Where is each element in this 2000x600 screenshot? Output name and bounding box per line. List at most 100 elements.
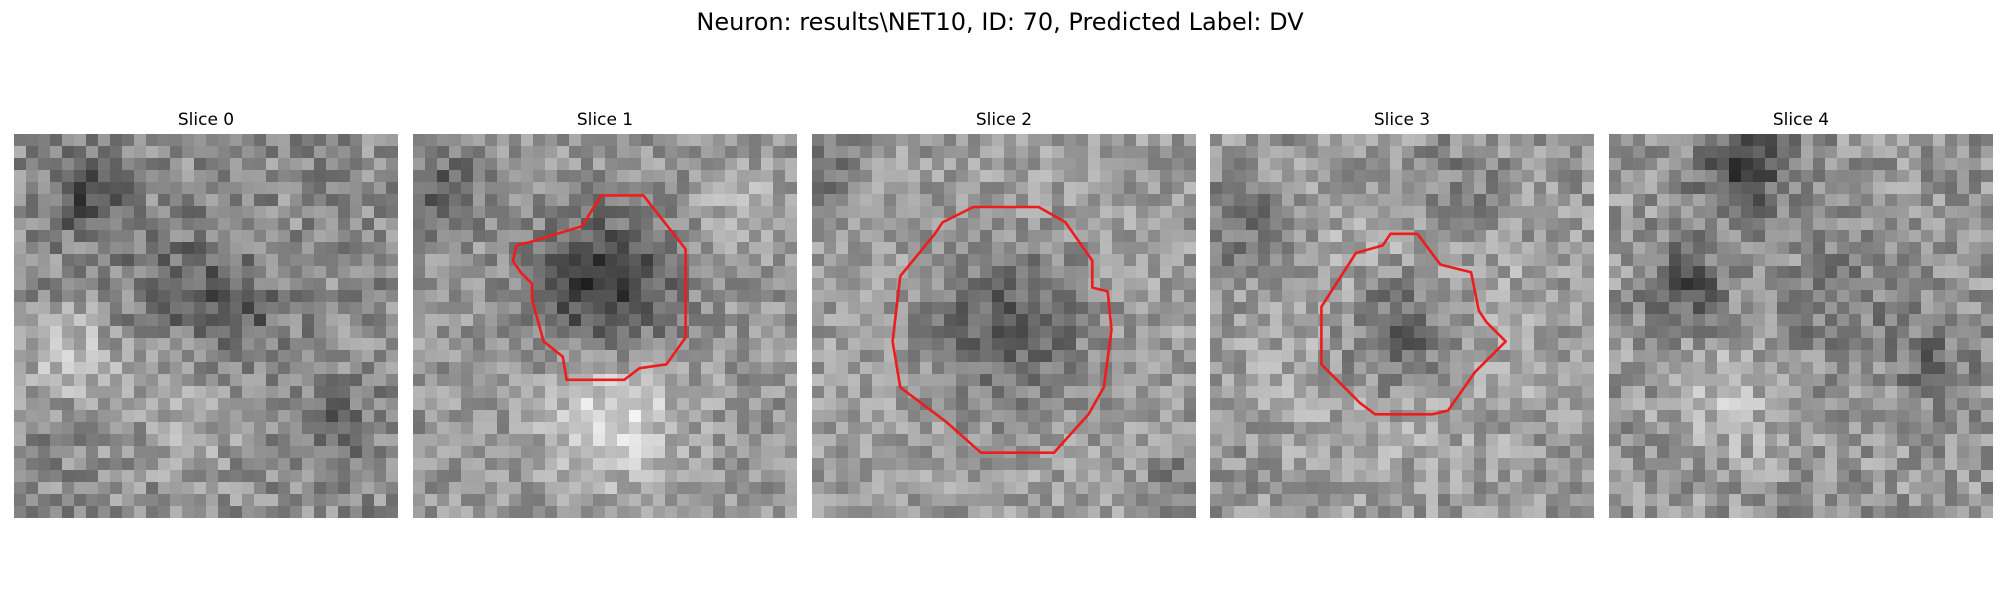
image-pixel bbox=[593, 506, 606, 518]
image-pixel bbox=[1282, 422, 1295, 435]
image-pixel bbox=[1318, 218, 1331, 231]
image-pixel bbox=[50, 422, 63, 435]
image-pixel bbox=[1933, 446, 1946, 459]
image-pixel bbox=[110, 362, 123, 375]
image-pixel bbox=[848, 350, 861, 363]
image-pixel bbox=[1450, 494, 1463, 507]
image-pixel bbox=[848, 434, 861, 447]
image-pixel bbox=[26, 194, 39, 207]
image-pixel bbox=[521, 170, 534, 183]
image-pixel bbox=[1222, 278, 1235, 291]
image-pixel bbox=[14, 362, 27, 375]
image-pixel bbox=[278, 422, 291, 435]
image-pixel bbox=[1330, 386, 1343, 399]
image-pixel bbox=[1270, 386, 1283, 399]
image-pixel bbox=[1258, 338, 1271, 351]
image-pixel bbox=[1222, 182, 1235, 195]
image-pixel bbox=[1729, 194, 1742, 207]
image-pixel bbox=[1498, 386, 1511, 399]
image-pixel bbox=[1112, 206, 1125, 219]
image-pixel bbox=[1124, 218, 1137, 231]
image-pixel bbox=[1729, 374, 1742, 387]
image-pixel bbox=[1028, 218, 1041, 231]
image-pixel bbox=[1921, 398, 1934, 411]
image-pixel bbox=[218, 362, 231, 375]
image-pixel bbox=[1705, 434, 1718, 447]
image-pixel bbox=[314, 266, 327, 279]
image-pixel bbox=[824, 326, 837, 339]
image-pixel bbox=[1402, 362, 1415, 375]
image-pixel bbox=[908, 470, 921, 483]
image-pixel bbox=[1210, 194, 1223, 207]
image-pixel bbox=[1837, 362, 1850, 375]
image-pixel bbox=[1064, 338, 1077, 351]
image-pixel bbox=[1234, 374, 1247, 387]
image-pixel bbox=[920, 470, 933, 483]
image-pixel bbox=[218, 242, 231, 255]
image-pixel bbox=[1330, 350, 1343, 363]
image-pixel bbox=[1052, 338, 1065, 351]
image-pixel bbox=[473, 134, 486, 147]
image-pixel bbox=[1354, 182, 1367, 195]
image-pixel bbox=[545, 146, 558, 159]
image-pixel bbox=[605, 338, 618, 351]
image-pixel bbox=[1705, 290, 1718, 303]
image-pixel bbox=[1136, 362, 1149, 375]
image-pixel bbox=[509, 494, 522, 507]
image-pixel bbox=[593, 266, 606, 279]
image-pixel bbox=[194, 206, 207, 219]
image-pixel bbox=[1753, 458, 1766, 471]
image-pixel bbox=[617, 434, 630, 447]
image-pixel bbox=[1306, 410, 1319, 423]
image-pixel bbox=[1969, 422, 1982, 435]
image-pixel bbox=[665, 470, 678, 483]
image-pixel bbox=[497, 134, 510, 147]
image-pixel bbox=[1981, 206, 1993, 219]
image-pixel bbox=[1306, 302, 1319, 315]
image-pixel bbox=[1306, 158, 1319, 171]
image-pixel bbox=[749, 278, 762, 291]
image-pixel bbox=[1306, 434, 1319, 447]
image-pixel bbox=[1657, 422, 1670, 435]
image-pixel bbox=[1510, 374, 1523, 387]
image-pixel bbox=[1813, 374, 1826, 387]
image-pixel bbox=[1570, 482, 1583, 495]
image-pixel bbox=[1366, 170, 1379, 183]
image-pixel bbox=[1633, 242, 1646, 255]
image-pixel bbox=[872, 146, 885, 159]
image-pixel bbox=[1306, 146, 1319, 159]
image-pixel bbox=[50, 326, 63, 339]
image-pixel bbox=[38, 386, 51, 399]
image-pixel bbox=[302, 326, 315, 339]
image-pixel bbox=[1282, 194, 1295, 207]
image-pixel bbox=[1558, 470, 1571, 483]
image-pixel bbox=[386, 314, 398, 327]
image-pixel bbox=[485, 434, 498, 447]
image-pixel bbox=[62, 386, 75, 399]
image-pixel bbox=[1210, 170, 1223, 183]
image-pixel bbox=[1729, 302, 1742, 315]
image-pixel bbox=[1681, 290, 1694, 303]
image-pixel bbox=[836, 494, 849, 507]
image-pixel bbox=[26, 302, 39, 315]
image-pixel bbox=[1342, 242, 1355, 255]
image-pixel bbox=[1837, 302, 1850, 315]
image-pixel bbox=[218, 446, 231, 459]
image-pixel bbox=[485, 326, 498, 339]
image-pixel bbox=[1570, 206, 1583, 219]
image-pixel bbox=[1124, 266, 1137, 279]
image-pixel bbox=[1112, 230, 1125, 243]
image-pixel bbox=[1717, 398, 1730, 411]
image-pixel bbox=[1306, 398, 1319, 411]
image-pixel bbox=[1753, 422, 1766, 435]
image-pixel bbox=[146, 350, 159, 363]
image-pixel bbox=[653, 194, 666, 207]
image-pixel bbox=[944, 206, 957, 219]
image-pixel bbox=[1124, 326, 1137, 339]
image-pixel bbox=[593, 290, 606, 303]
image-pixel bbox=[254, 290, 267, 303]
image-pixel bbox=[557, 302, 570, 315]
image-pixel bbox=[872, 254, 885, 267]
image-pixel bbox=[836, 410, 849, 423]
image-pixel bbox=[1160, 446, 1173, 459]
